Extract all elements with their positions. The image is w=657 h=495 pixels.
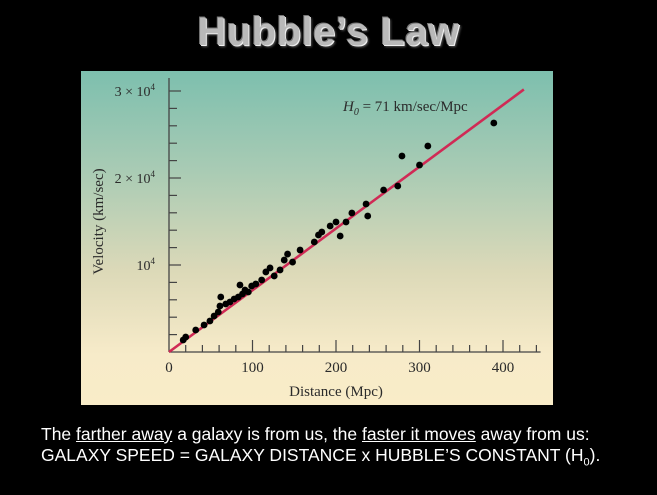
x-tick-label: 100 — [241, 360, 264, 376]
data-point — [258, 276, 266, 284]
data-point — [394, 182, 402, 190]
data-point — [280, 256, 288, 264]
x-tick-label: 200 — [325, 360, 348, 376]
x-tick-label: 400 — [492, 360, 515, 376]
data-point — [289, 258, 296, 266]
data-point — [310, 238, 318, 246]
data-point — [276, 266, 284, 274]
caption-line-2: GALAXY SPEED = GALAXY DISTANCE x HUBBLE’… — [41, 445, 601, 469]
data-point — [332, 218, 340, 226]
caption-text: The — [41, 424, 77, 444]
data-point — [490, 119, 498, 127]
hubble-constant-annotation: H0 = 71 km/sec/Mpc — [342, 99, 468, 118]
y-tick-label: 104 — [137, 256, 156, 274]
caption-text: a galaxy is from us, the — [172, 424, 362, 444]
data-point — [364, 212, 372, 220]
slide-title: Hubble’s Law — [197, 10, 460, 54]
y-tick-label: 3 × 104 — [115, 82, 156, 100]
data-point — [192, 326, 200, 334]
data-point — [216, 302, 224, 310]
data-point — [244, 288, 252, 296]
data-point — [236, 281, 244, 289]
data-point — [296, 246, 304, 254]
x-tick-label: 0 — [165, 360, 173, 376]
data-point — [318, 228, 326, 236]
data-point — [416, 161, 423, 169]
data-point — [342, 218, 350, 226]
data-point — [182, 333, 190, 341]
data-point — [380, 186, 387, 194]
data-point — [326, 222, 334, 230]
data-point — [206, 317, 214, 325]
emphasis-text: farther away — [76, 424, 173, 444]
data-point — [424, 142, 432, 150]
data-point — [252, 280, 260, 288]
data-point — [214, 308, 222, 316]
data-point — [266, 264, 274, 272]
caption-line-1: The farther away a galaxy is from us, th… — [41, 424, 657, 445]
data-point — [348, 209, 356, 217]
data-point — [284, 250, 291, 258]
data-point — [362, 200, 370, 208]
hubble-scatter-chart: 104 2 × 104 3 × 104 0 100 200 300 400 Distance (… — [91, 77, 541, 400]
y-axis-label: Velocity (km/sec) — [91, 168, 107, 274]
data-point — [200, 321, 208, 329]
x-axis-label: Distance (Mpc) — [289, 384, 383, 400]
caption: The farther away a galaxy is from us, th… — [41, 424, 657, 474]
data-point — [336, 232, 344, 240]
data-point — [217, 293, 225, 301]
data-point — [398, 152, 406, 160]
emphasis-text: faster it moves — [362, 424, 476, 444]
chart-panel: 104 2 × 104 3 × 104 0 100 200 300 400 Distance (… — [81, 71, 553, 405]
caption-text: away from us: — [475, 424, 590, 444]
y-tick-label: 2 × 104 — [115, 169, 156, 187]
x-tick-label: 300 — [408, 360, 431, 376]
data-point — [270, 272, 278, 280]
